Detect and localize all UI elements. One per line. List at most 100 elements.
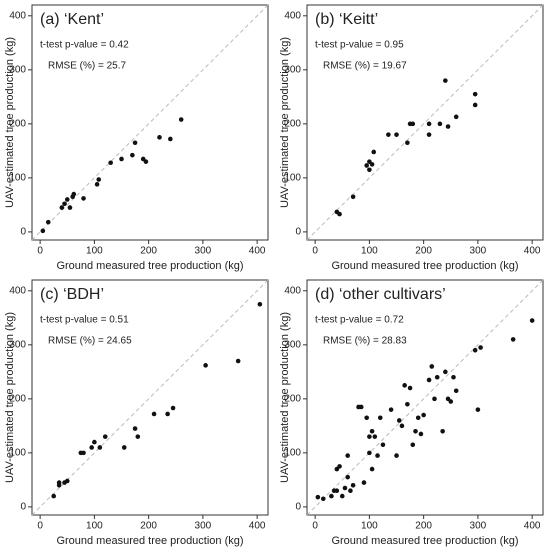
point: [440, 428, 445, 434]
point: [367, 450, 372, 456]
point: [358, 404, 364, 410]
point: [337, 464, 342, 469]
point: [119, 156, 124, 162]
x-tick-label: 100: [86, 246, 103, 257]
y-tick-label: 0: [20, 502, 26, 513]
point: [339, 493, 345, 499]
y-tick-label: 400: [9, 10, 26, 21]
x-tick-label: 300: [470, 246, 487, 257]
point: [472, 91, 478, 97]
plot-frame: [31, 279, 269, 516]
point: [361, 480, 367, 485]
y-tick-label: 300: [284, 64, 301, 75]
point: [478, 345, 483, 350]
annotation: t-test p-value = 0.95: [315, 40, 404, 51]
point: [350, 194, 356, 200]
y-axis-label: UAV-estimated tree production (kg): [4, 312, 16, 483]
point: [426, 132, 432, 137]
point: [380, 442, 386, 448]
y-tick-label: 0: [295, 502, 301, 513]
point: [121, 445, 127, 450]
point: [371, 149, 377, 155]
annotation: t-test p-value = 0.72: [315, 315, 404, 326]
point: [51, 493, 57, 499]
annotation: RMSE (%) = 28.83: [323, 336, 407, 347]
x-tick-label: 400: [249, 246, 266, 257]
point: [415, 415, 421, 421]
x-tick-label: 200: [140, 521, 157, 532]
x-axis-label: Ground measured tree production (kg): [331, 535, 518, 547]
plot-frame: [306, 4, 544, 241]
point: [67, 205, 73, 210]
point: [369, 466, 375, 472]
annotation: RMSE (%) = 24.65: [48, 336, 132, 347]
panel-title: (a) ‘Kent’: [40, 11, 104, 28]
point: [426, 121, 432, 127]
point: [165, 411, 170, 417]
point: [81, 196, 86, 201]
point: [396, 418, 402, 423]
x-tick-label: 200: [415, 246, 432, 257]
point: [367, 167, 372, 173]
x-axis-label: Ground measured tree production (kg): [331, 260, 518, 272]
annotation: t-test p-value = 0.51: [40, 315, 129, 326]
point: [510, 337, 516, 342]
x-tick-label: 0: [312, 521, 318, 532]
plot-frame: [31, 4, 269, 241]
point: [407, 385, 413, 391]
point: [377, 415, 383, 421]
point: [434, 374, 440, 380]
point: [257, 302, 263, 307]
panel-title: (d) ‘other cultivars’: [315, 286, 446, 303]
point: [94, 182, 100, 187]
point: [453, 388, 459, 394]
y-tick-label: 0: [20, 227, 26, 238]
x-tick-label: 400: [249, 521, 266, 532]
point: [40, 228, 46, 234]
point: [372, 434, 378, 439]
point: [45, 219, 51, 225]
point: [96, 177, 102, 182]
point: [386, 132, 391, 137]
point: [89, 445, 94, 450]
y-tick-label: 200: [284, 118, 301, 129]
point: [320, 496, 326, 502]
point: [418, 431, 424, 437]
plot-frame: [306, 279, 544, 516]
point: [429, 364, 435, 369]
x-axis-label: Ground measured tree production (kg): [56, 260, 243, 272]
point: [64, 197, 70, 202]
point: [62, 201, 67, 207]
point: [345, 453, 350, 458]
y-tick-label: 300: [284, 339, 301, 350]
y-tick-label: 100: [284, 448, 301, 459]
point: [369, 162, 375, 167]
x-tick-label: 400: [524, 246, 541, 257]
point: [143, 159, 149, 164]
y-tick-label: 400: [284, 10, 301, 21]
point: [364, 163, 369, 168]
point: [132, 140, 138, 146]
point: [394, 132, 399, 137]
point: [448, 399, 454, 404]
point: [135, 434, 141, 439]
panel-title: (c) ‘BDH’: [40, 286, 104, 303]
point: [337, 211, 342, 217]
x-tick-label: 300: [195, 521, 212, 532]
point: [81, 450, 86, 456]
x-tick-label: 100: [361, 246, 378, 257]
x-tick-label: 0: [37, 246, 43, 257]
point: [334, 488, 340, 493]
point: [413, 428, 418, 434]
x-tick-label: 100: [86, 521, 103, 532]
y-tick-label: 400: [284, 285, 301, 296]
y-tick-label: 300: [9, 339, 26, 350]
x-tick-label: 400: [524, 521, 541, 532]
point: [364, 415, 369, 421]
point: [235, 358, 241, 364]
annotation: t-test p-value = 0.42: [40, 40, 129, 51]
point: [437, 121, 443, 127]
x-tick-label: 200: [415, 521, 432, 532]
point: [432, 396, 437, 402]
point: [410, 121, 416, 127]
